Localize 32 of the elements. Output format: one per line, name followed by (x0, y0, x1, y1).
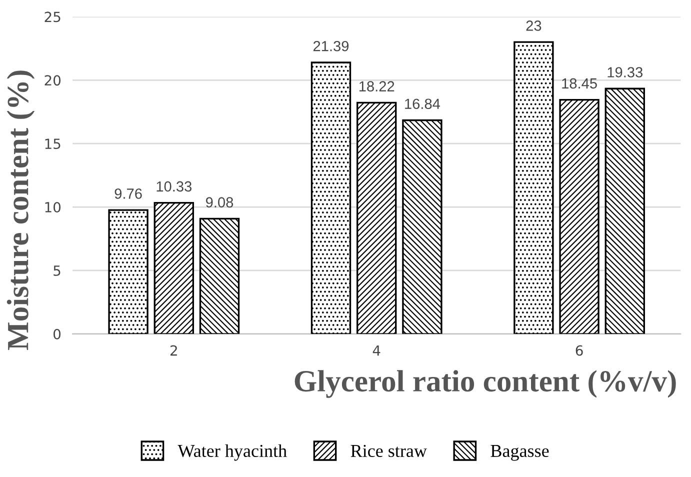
y-tick-label: 5 (54, 266, 60, 276)
bar (402, 119, 442, 334)
legend-label: Bagasse (490, 445, 549, 461)
y-tick-label: 0 (54, 328, 61, 340)
x-tick-label: 4 (372, 345, 380, 356)
x-axis-title: Glycerol ratio content (%v/v) (294, 370, 676, 398)
bar (604, 88, 645, 334)
bar (108, 209, 148, 334)
data-label: 18.45 (562, 78, 597, 89)
data-label: 23 (526, 20, 542, 31)
x-tick-label: 2 (170, 345, 177, 356)
bar (310, 62, 352, 334)
data-label: 10.33 (156, 181, 192, 192)
bar (559, 98, 600, 334)
y-tick-label: 20 (44, 75, 61, 86)
data-label: 9.76 (114, 188, 142, 199)
legend-label: Rice straw (350, 444, 427, 458)
y-tick-label: 15 (45, 138, 60, 150)
data-label: 18.22 (359, 81, 394, 92)
bar (154, 202, 194, 334)
data-label: 16.84 (405, 98, 440, 110)
bar (199, 218, 240, 334)
y-tick-label: 10 (45, 202, 61, 212)
bar (514, 41, 554, 334)
y-axis-title: Moisture content (%) (6, 70, 35, 350)
legend-label: Water hyacinth (178, 444, 287, 461)
y-tick-label: 25 (44, 12, 60, 22)
x-tick-label: 6 (576, 345, 583, 356)
data-label: 9.08 (206, 197, 234, 208)
data-label: 21.39 (313, 40, 349, 52)
data-label: 19.33 (608, 67, 642, 78)
bar (356, 102, 397, 334)
